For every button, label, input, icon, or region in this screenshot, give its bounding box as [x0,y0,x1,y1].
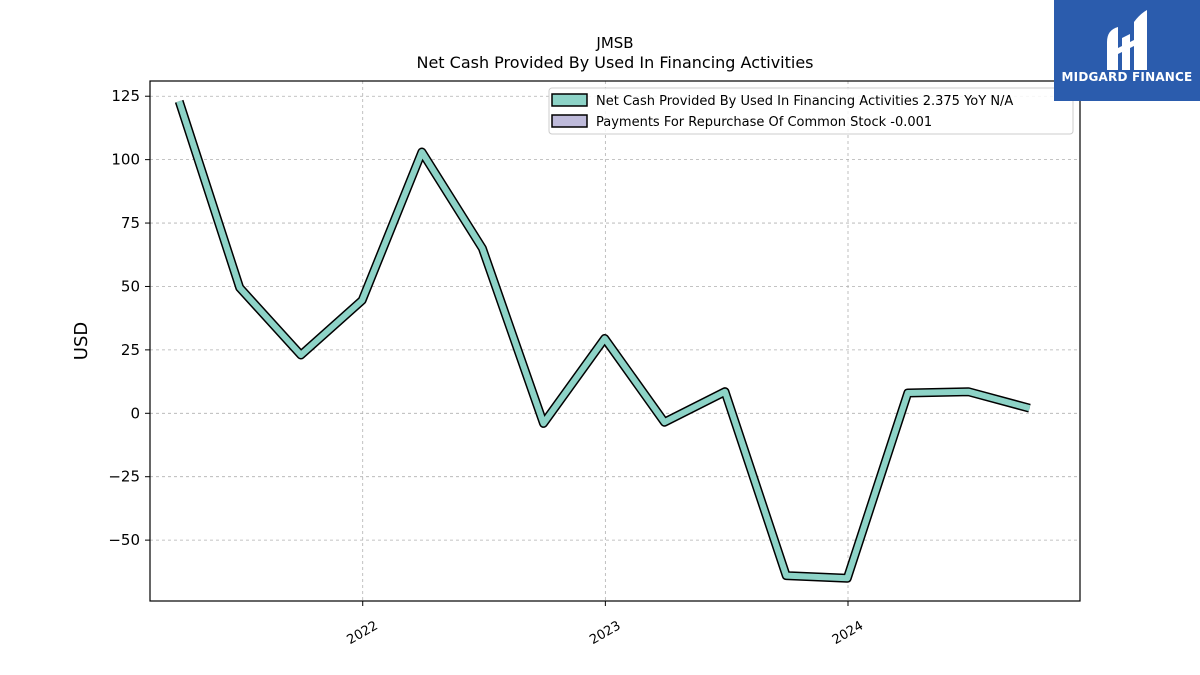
data-point [481,247,483,249]
data-point [300,354,302,356]
data-point [361,299,363,301]
y-tick-label: 100 [111,151,140,169]
y-tick-label: 25 [121,341,140,359]
chart-title: JMSB [595,34,633,52]
series-layer [174,99,1031,583]
brand-name: MIDGARD FINANCE [1061,70,1193,84]
y-tick-label: 50 [121,277,140,295]
y-tick-label: 125 [111,87,140,105]
x-tick-label: 2023 [587,618,623,648]
x-tick-label: 2022 [345,618,381,648]
data-point [846,577,848,579]
data-point [907,392,909,394]
y-tick-label: −25 [108,468,140,486]
data-point [724,391,726,393]
y-tick-label: −50 [108,531,140,549]
data-point [239,287,241,289]
series-line-net-cash [176,100,1031,582]
data-point [785,575,787,577]
x-tick-label: 2024 [830,618,866,648]
data-point [178,100,180,102]
data-point [1028,407,1030,409]
data-point [967,391,969,393]
y-tick-label: 0 [130,404,140,422]
legend-swatch-repurchase [551,114,588,128]
legend-swatch-net-cash [551,93,588,107]
midgard-logo-icon [1107,10,1147,70]
data-point [543,422,545,424]
data-point [604,337,606,339]
legend-label-repurchase: Payments For Repurchase Of Common Stock … [596,115,932,130]
y-axis: 125 100 75 50 25 0 −25 −50 [108,87,150,549]
legend-label-net-cash: Net Cash Provided By Used In Financing A… [596,94,1013,109]
data-point [664,421,666,423]
plot-frame [149,80,1081,602]
y-tick-label: 75 [121,214,140,232]
legend: Net Cash Provided By Used In Financing A… [548,87,1074,135]
data-point [421,151,423,153]
chart-subtitle: Net Cash Provided By Used In Financing A… [416,53,813,72]
brand-logo: MIDGARD FINANCE [1054,0,1200,101]
legend-box [548,87,1074,135]
y-axis-label: USD [71,322,92,360]
grid [150,81,1080,601]
x-axis: 2022 2023 2024 [345,601,866,648]
